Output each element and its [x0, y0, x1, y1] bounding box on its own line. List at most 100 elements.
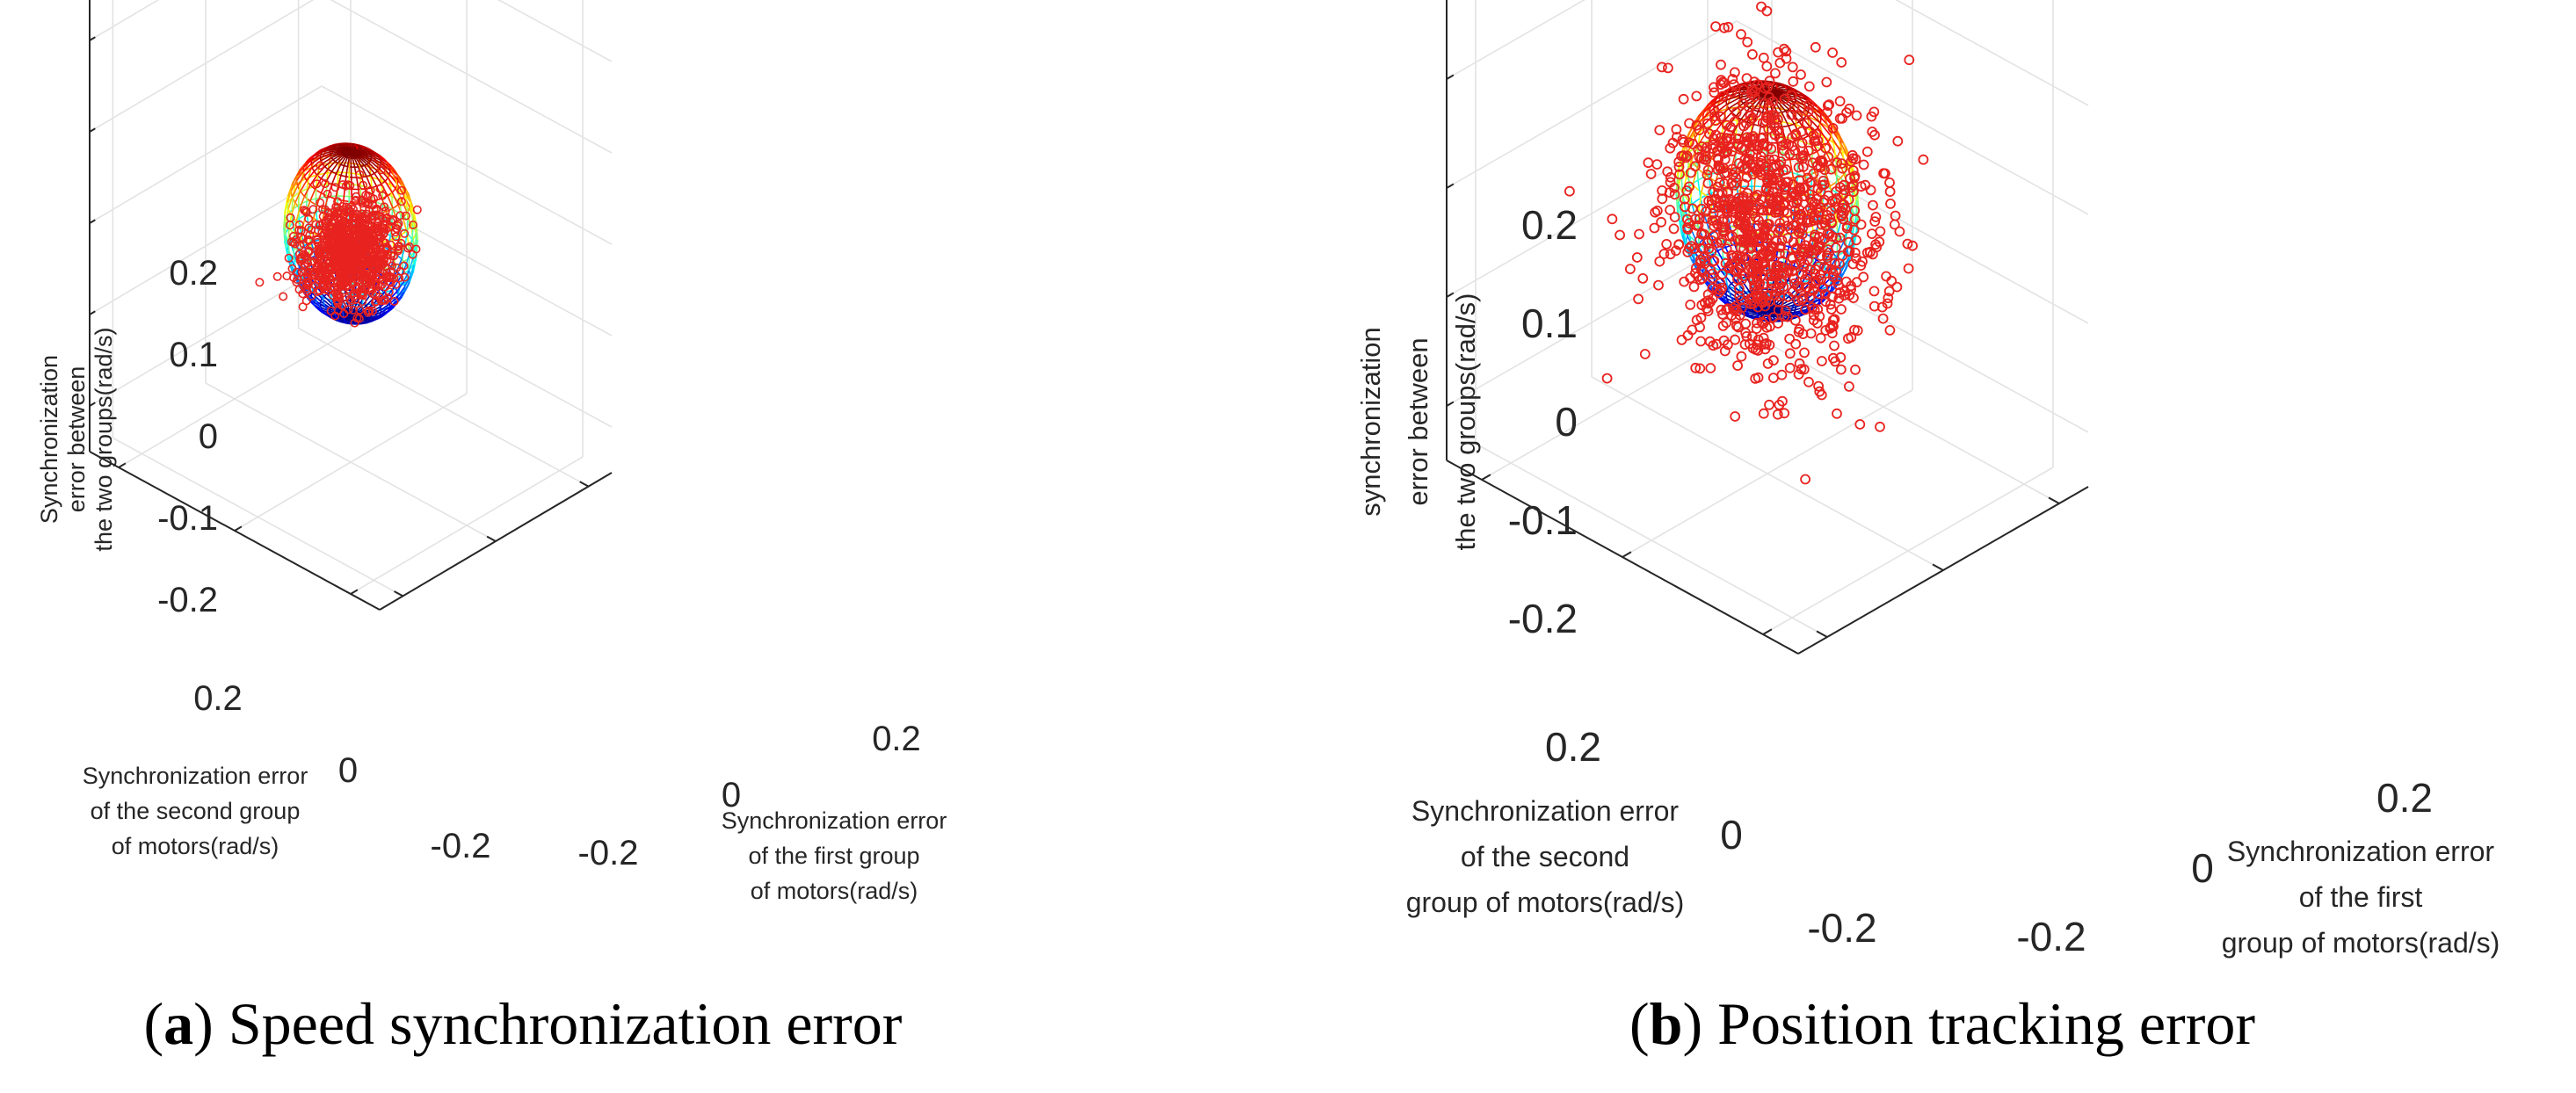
- sphere-meridian-seg-312: [291, 185, 299, 198]
- data-point-735: [1830, 242, 1841, 253]
- data-point-1042: [1796, 228, 1808, 240]
- data-point-604: [1774, 57, 1786, 69]
- sphere-meridian-seg-561: [366, 319, 375, 322]
- data-point-1092: [1760, 83, 1770, 94]
- data-point-103: [1881, 271, 1892, 282]
- data-point-952: [1709, 221, 1720, 232]
- data-point-312: [1729, 264, 1740, 276]
- data-point-154: [1803, 81, 1815, 92]
- data-point-853: [1825, 304, 1837, 315]
- sphere-meridian-seg-217: [334, 146, 343, 149]
- data-point-566: [379, 237, 388, 247]
- sphere-meridian-seg-709: [406, 207, 409, 221]
- data-point-850: [1810, 128, 1822, 140]
- data-point-982: [1812, 135, 1824, 146]
- sphere-meridian-seg-177: [339, 143, 346, 148]
- data-point-492: [272, 271, 282, 281]
- data-point-50: [1849, 247, 1861, 258]
- panel-b-y-tick-0: 0: [1720, 812, 1743, 858]
- data-point-208: [1885, 198, 1896, 209]
- data-point-958: [1682, 214, 1693, 225]
- data-point-827: [1747, 49, 1758, 60]
- data-point-1076: [1698, 154, 1709, 165]
- data-point-44: [1892, 135, 1904, 147]
- data-point-442: [1678, 150, 1689, 162]
- sphere-meridian-seg-267: [1678, 201, 1683, 220]
- data-point-895: [1891, 281, 1903, 293]
- sphere-meridian-seg-573: [387, 195, 394, 209]
- data-point-155: [1716, 304, 1727, 315]
- sphere-meridian-seg-288: [1675, 192, 1679, 211]
- data-point-838: [331, 226, 341, 235]
- data-point-138: [403, 243, 413, 253]
- data-point-1009: [1768, 110, 1779, 121]
- data-point-367: [1695, 336, 1707, 347]
- data-point-561: [1843, 194, 1854, 206]
- data-point-823: [352, 284, 362, 293]
- data-point-886: [332, 295, 342, 305]
- data-point-198: [255, 278, 265, 287]
- sphere-meridian-seg-363: [315, 305, 322, 313]
- sphere-meridian-seg-197: [337, 144, 345, 148]
- data-point-483: [307, 225, 316, 235]
- sphere-meridian-seg-622: [380, 307, 390, 314]
- sphere-meridian-seg-735: [373, 150, 381, 156]
- data-point-858: [293, 275, 302, 285]
- data-point-820: [1731, 313, 1741, 324]
- sphere-meridian-seg-442: [344, 321, 347, 324]
- data-point-4: [1883, 293, 1894, 304]
- data-point-861: [344, 206, 353, 216]
- sphere-meridian-seg-556: [363, 164, 372, 176]
- data-point-565: [372, 204, 381, 214]
- data-point-344: [1847, 165, 1859, 177]
- sphere-meridian-seg-666: [408, 258, 414, 271]
- data-point-205: [1833, 293, 1845, 304]
- sphere-meridian-seg-537: [355, 157, 362, 167]
- data-point-508: [1732, 273, 1743, 285]
- data-point-796: [341, 218, 351, 228]
- data-point-425: [1851, 110, 1862, 121]
- z-tick-mark-7: [89, 310, 96, 315]
- data-point-635: [287, 237, 296, 247]
- panel-a-x-tick-0.2: 0.2: [872, 720, 921, 758]
- data-point-1098: [1806, 207, 1818, 219]
- data-point-526: [1681, 185, 1693, 196]
- data-point-672: [1779, 408, 1790, 419]
- data-point-478: [1656, 216, 1666, 228]
- sphere-meridian-seg-216: [326, 146, 335, 148]
- data-point-616: [1744, 153, 1755, 164]
- panel-a-z-tick-neg0.2: -0.2: [157, 581, 218, 619]
- data-point-674: [391, 232, 401, 242]
- data-point-896: [330, 270, 340, 279]
- data-point-406: [1878, 168, 1890, 179]
- data-point-467: [1741, 118, 1752, 129]
- sphere-meridian-seg-314: [303, 167, 313, 177]
- data-point-1005: [1719, 203, 1731, 214]
- sphere-meridian-seg-720: [358, 305, 367, 313]
- data-point-576: [1726, 258, 1737, 270]
- data-point-638: [282, 271, 292, 281]
- sphere-meridian-seg-201: [1735, 279, 1746, 293]
- sphere-meridian-seg-615: [1805, 114, 1819, 128]
- data-point-96: [1764, 76, 1775, 87]
- data-point-786: [374, 264, 383, 274]
- sphere-meridian-seg-221: [323, 295, 333, 306]
- sphere-meridian-seg-734: [380, 155, 387, 163]
- panel-a-z-label-line3: the two groups(rad/s): [91, 327, 117, 551]
- sphere-meridian-seg-223: [1710, 255, 1722, 271]
- data-point-715: [1759, 98, 1769, 110]
- data-point-848: [1855, 219, 1867, 230]
- data-point-723: [1761, 5, 1773, 17]
- y-tick-mark-5: [118, 462, 127, 468]
- panel-a-x-tick-neg0.2: -0.2: [578, 834, 639, 872]
- data-point-254: [1674, 169, 1685, 180]
- sphere-meridian-seg-645: [1840, 257, 1850, 272]
- data-point-787: [1739, 203, 1751, 214]
- sphere-meridian-seg-382: [325, 314, 332, 319]
- data-point-775: [1754, 278, 1766, 289]
- data-point-649: [346, 296, 356, 306]
- sphere-meridian-seg-272: [291, 175, 298, 186]
- sphere-meridian-seg-730: [1832, 142, 1837, 159]
- sphere-meridian-seg-192: [310, 158, 316, 169]
- sphere-meridian-seg-738: [350, 148, 359, 153]
